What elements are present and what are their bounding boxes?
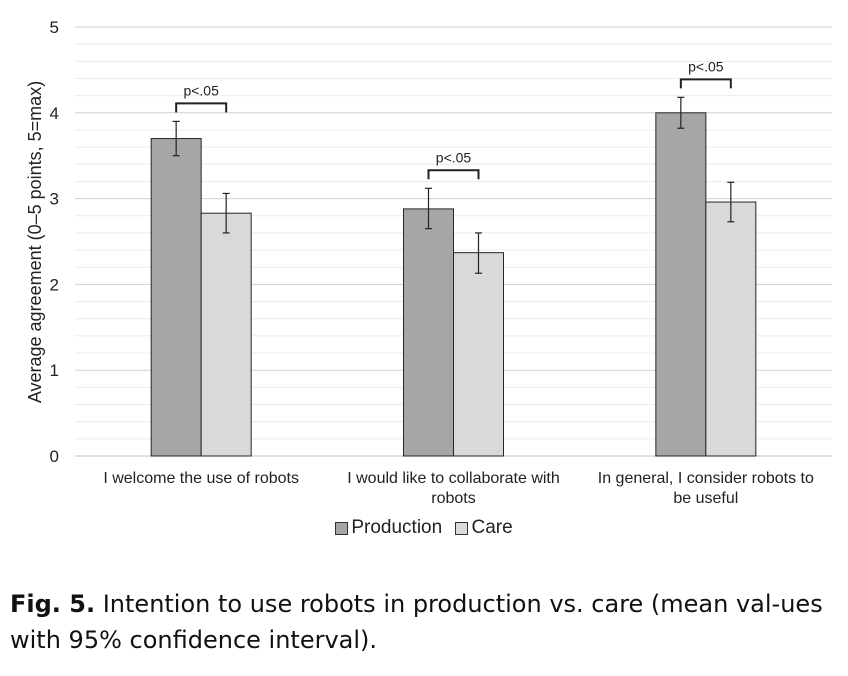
legend-label-production: Production	[351, 517, 443, 538]
y-tick-label: 3	[50, 190, 59, 209]
legend-label-care: Care	[471, 517, 513, 538]
bar-chart: 0 1 2 3 4 5 p<.05 p<.05 p<.05 I welcome the use…	[25, 18, 832, 507]
legend-swatch-production	[335, 521, 349, 535]
bar-care	[200, 212, 252, 457]
legend-item-production: Production	[335, 517, 442, 539]
legend-item-care: Care	[455, 517, 513, 539]
category-label: be useful	[673, 490, 738, 507]
y-axis-label: Average agreement (0–5 points, 5=max)	[25, 81, 45, 403]
bar-care	[705, 201, 757, 457]
bar-production	[150, 138, 202, 457]
category-label: I would like to collaborate with	[347, 470, 560, 487]
legend: Production Care	[0, 517, 848, 541]
category-label: I welcome the use of robots	[103, 470, 299, 487]
significance-label: p<.05	[183, 82, 219, 98]
y-tick-label: 1	[50, 361, 59, 380]
y-tick-label: 2	[50, 275, 59, 294]
significance-label: p<.05	[688, 58, 724, 74]
y-tick-label: 4	[50, 104, 59, 123]
caption-label: Fig. 5.	[10, 590, 96, 618]
category-label: robots	[431, 490, 475, 507]
bar-production	[655, 112, 707, 457]
legend-swatch-care	[455, 521, 469, 535]
significance-bracket	[175, 102, 228, 113]
figure-caption: Fig. 5. Intention to use robots in produ…	[10, 586, 840, 658]
significance-bracket	[427, 169, 480, 180]
significance-bracket	[679, 78, 732, 89]
significance-label: p<.05	[436, 149, 472, 165]
category-label: In general, I consider robots to	[598, 470, 814, 487]
bar-care	[453, 252, 504, 457]
y-tick-label: 5	[50, 18, 59, 37]
caption-text: Intention to use robots in production vs…	[10, 590, 823, 654]
y-tick-label: 0	[50, 447, 59, 466]
bar-production	[403, 208, 454, 457]
